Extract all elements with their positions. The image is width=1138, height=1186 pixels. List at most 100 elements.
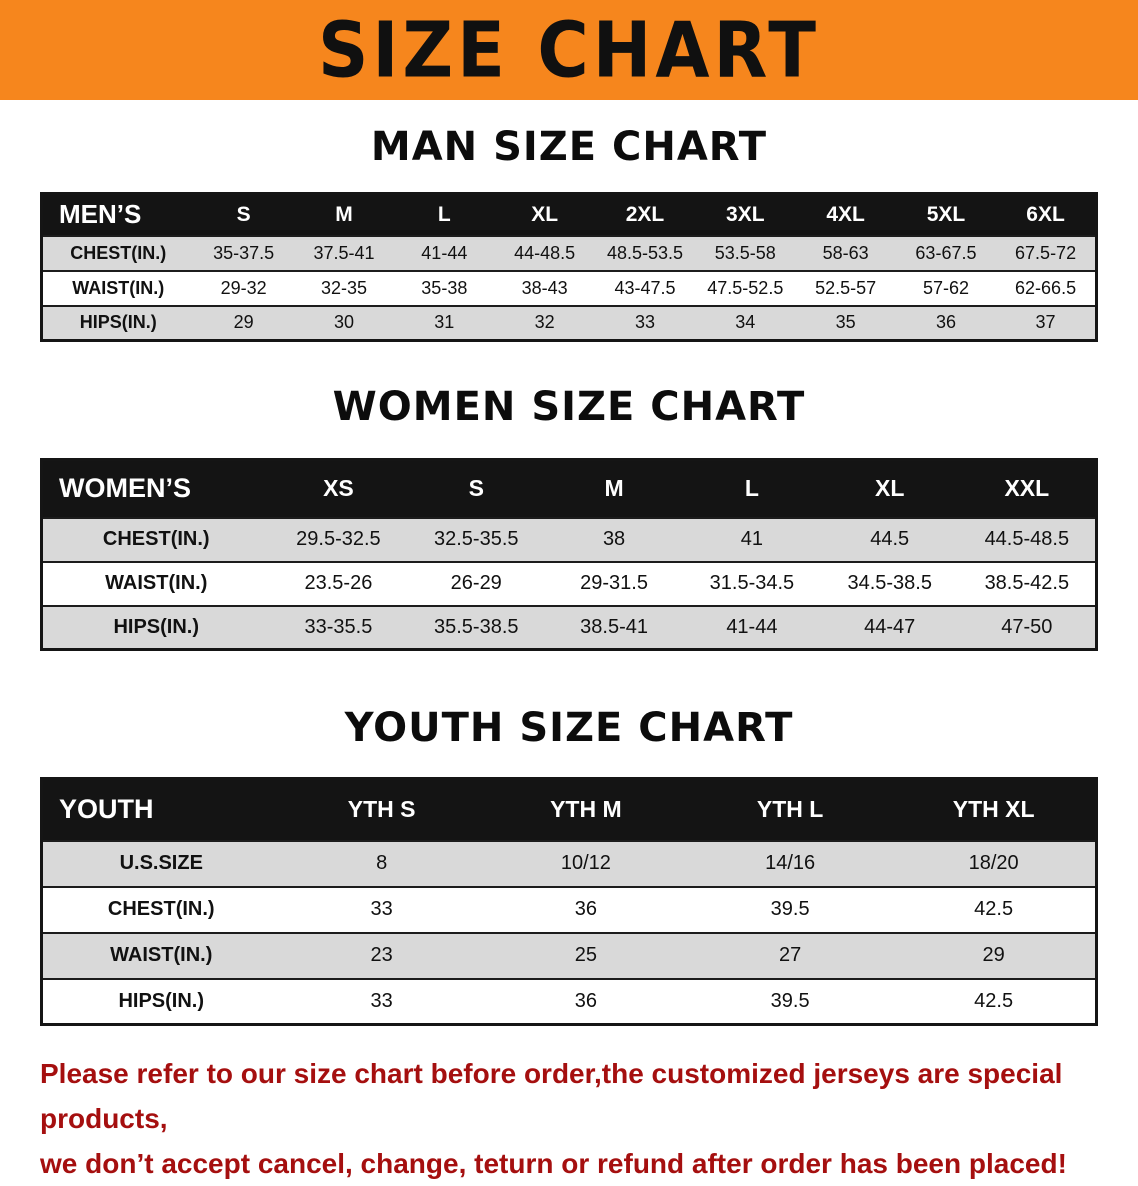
notice-line-1: Please refer to our size chart before or… [40,1058,1063,1134]
size-header-cell: 3XL [695,193,796,236]
table-row: CHEST(IN.) 35-37.5 37.5-41 41-44 44-48.5 48.5… [41,234,1097,271]
data-cell: 44-48.5 [494,234,595,271]
data-cell: 38.5-42.5 [958,560,1097,606]
data-cell: 29-32 [193,269,294,306]
data-cell: 41 [682,516,821,562]
data-cell: 29 [193,304,294,341]
table-row: HIPS(IN.) 33 36 39.5 42.5 [41,977,1097,1025]
youth-section-heading: YOUTH SIZE CHART [344,705,794,751]
data-cell: 36 [483,885,688,933]
data-cell: 43-47.5 [594,269,696,306]
data-cell: 53.5-58 [695,234,796,271]
table-header-row: WOMEN’S XS S M L XL XXL [41,459,1097,518]
youth-size-section: YOUTH SIZE CHART YOUTH YTH S YTH M YTH L YTH… [0,705,1138,1026]
data-cell: 62-66.5 [996,269,1097,306]
data-cell: 41-44 [394,234,495,271]
row-label: WAIST(IN.) [41,931,280,979]
table-header-row: MEN’S S M L XL 2XL 3XL 4XL 5XL 6XL [41,193,1097,236]
size-header-cell: YTH S [279,778,484,841]
table-row: HIPS(IN.) 29 30 31 32 33 34 35 36 37 [41,304,1097,341]
data-cell: 35.5-38.5 [407,604,546,650]
women-size-section: WOMEN SIZE CHART WOMEN’S XS S M L XL XXL CHEST(… [0,384,1138,651]
size-header-cell: L [682,459,821,518]
data-cell: 42.5 [892,977,1097,1025]
men-section-heading: MAN SIZE CHART [370,124,768,170]
size-header-cell: YTH XL [892,778,1097,841]
size-header-cell: XXL [958,459,1097,518]
data-cell: 33-35.5 [269,604,408,650]
size-header-cell: XL [820,459,959,518]
size-header-cell: S [407,459,546,518]
men-size-table: MEN’S S M L XL 2XL 3XL 4XL 5XL 6XL CHEST(IN.) 35-37… [40,192,1098,342]
row-label: HIPS(IN.) [41,604,270,650]
page-title: SIZE CHART [317,4,821,96]
data-cell: 30 [293,304,395,341]
data-cell: 36 [483,977,688,1025]
data-cell: 44.5 [820,516,959,562]
size-header-cell: YTH M [483,778,688,841]
data-cell: 48.5-53.5 [594,234,696,271]
data-cell: 35-38 [394,269,495,306]
row-label: CHEST(IN.) [41,234,194,271]
data-cell: 29-31.5 [545,560,683,606]
data-cell: 41-44 [682,604,821,650]
table-row: CHEST(IN.) 33 36 39.5 42.5 [41,885,1097,933]
data-cell: 67.5-72 [996,234,1097,271]
women-size-table: WOMEN’S XS S M L XL XXL CHEST(IN.) 29.5-32.5 32.5… [40,458,1098,651]
data-cell: 39.5 [688,977,893,1025]
data-cell: 36 [895,304,997,341]
size-header-cell: M [545,459,683,518]
data-cell: 58-63 [795,234,896,271]
row-label: WAIST(IN.) [41,269,194,306]
data-cell: 35-37.5 [193,234,294,271]
data-cell: 37.5-41 [293,234,395,271]
data-cell: 42.5 [892,885,1097,933]
table-row: U.S.SIZE 8 10/12 14/16 18/20 [41,839,1097,887]
data-cell: 38-43 [494,269,595,306]
data-cell: 31.5-34.5 [682,560,821,606]
row-label: CHEST(IN.) [41,885,280,933]
data-cell: 52.5-57 [795,269,896,306]
data-cell: 31 [394,304,495,341]
data-cell: 34.5-38.5 [820,560,959,606]
table-title-cell: YOUTH [41,778,280,841]
data-cell: 47-50 [958,604,1097,650]
data-cell: 23.5-26 [269,560,408,606]
table-row: WAIST(IN.) 29-32 32-35 35-38 38-43 43-47.5 47.… [41,269,1097,306]
data-cell: 27 [688,931,893,979]
table-title-cell: WOMEN’S [41,459,270,518]
size-header-cell: 2XL [594,193,696,236]
row-label: U.S.SIZE [41,839,280,887]
size-header-cell: S [193,193,294,236]
footer-notice: Please refer to our size chart before or… [40,1052,1098,1186]
youth-size-table: YOUTH YTH S YTH M YTH L YTH XL U.S.SIZE 8 10/12… [40,777,1098,1026]
data-cell: 33 [279,885,484,933]
data-cell: 32 [494,304,595,341]
data-cell: 33 [594,304,696,341]
notice-line-2: we don’t accept cancel, change, teturn o… [40,1147,1067,1179]
size-header-cell: 5XL [895,193,997,236]
size-header-cell: L [394,193,495,236]
data-cell: 57-62 [895,269,997,306]
size-header-cell: XS [269,459,408,518]
row-label: HIPS(IN.) [41,977,280,1025]
data-cell: 29 [892,931,1097,979]
data-cell: 34 [695,304,796,341]
data-cell: 26-29 [407,560,546,606]
data-cell: 47.5-52.5 [695,269,796,306]
data-cell: 32.5-35.5 [407,516,546,562]
table-row: HIPS(IN.) 33-35.5 35.5-38.5 38.5-41 41-44 44-… [41,604,1097,650]
men-size-section: MAN SIZE CHART MEN’S S M L XL 2XL 3XL 4XL 5XL 6XL… [0,124,1138,342]
data-cell: 38 [545,516,683,562]
data-cell: 25 [483,931,688,979]
data-cell: 63-67.5 [895,234,997,271]
table-title-cell: MEN’S [41,193,194,236]
table-row: WAIST(IN.) 23 25 27 29 [41,931,1097,979]
data-cell: 10/12 [483,839,688,887]
size-header-cell: YTH L [688,778,893,841]
data-cell: 8 [279,839,484,887]
women-section-heading: WOMEN SIZE CHART [332,384,806,430]
table-row: CHEST(IN.) 29.5-32.5 32.5-35.5 38 41 44.5 44.5… [41,516,1097,562]
size-header-cell: M [293,193,395,236]
